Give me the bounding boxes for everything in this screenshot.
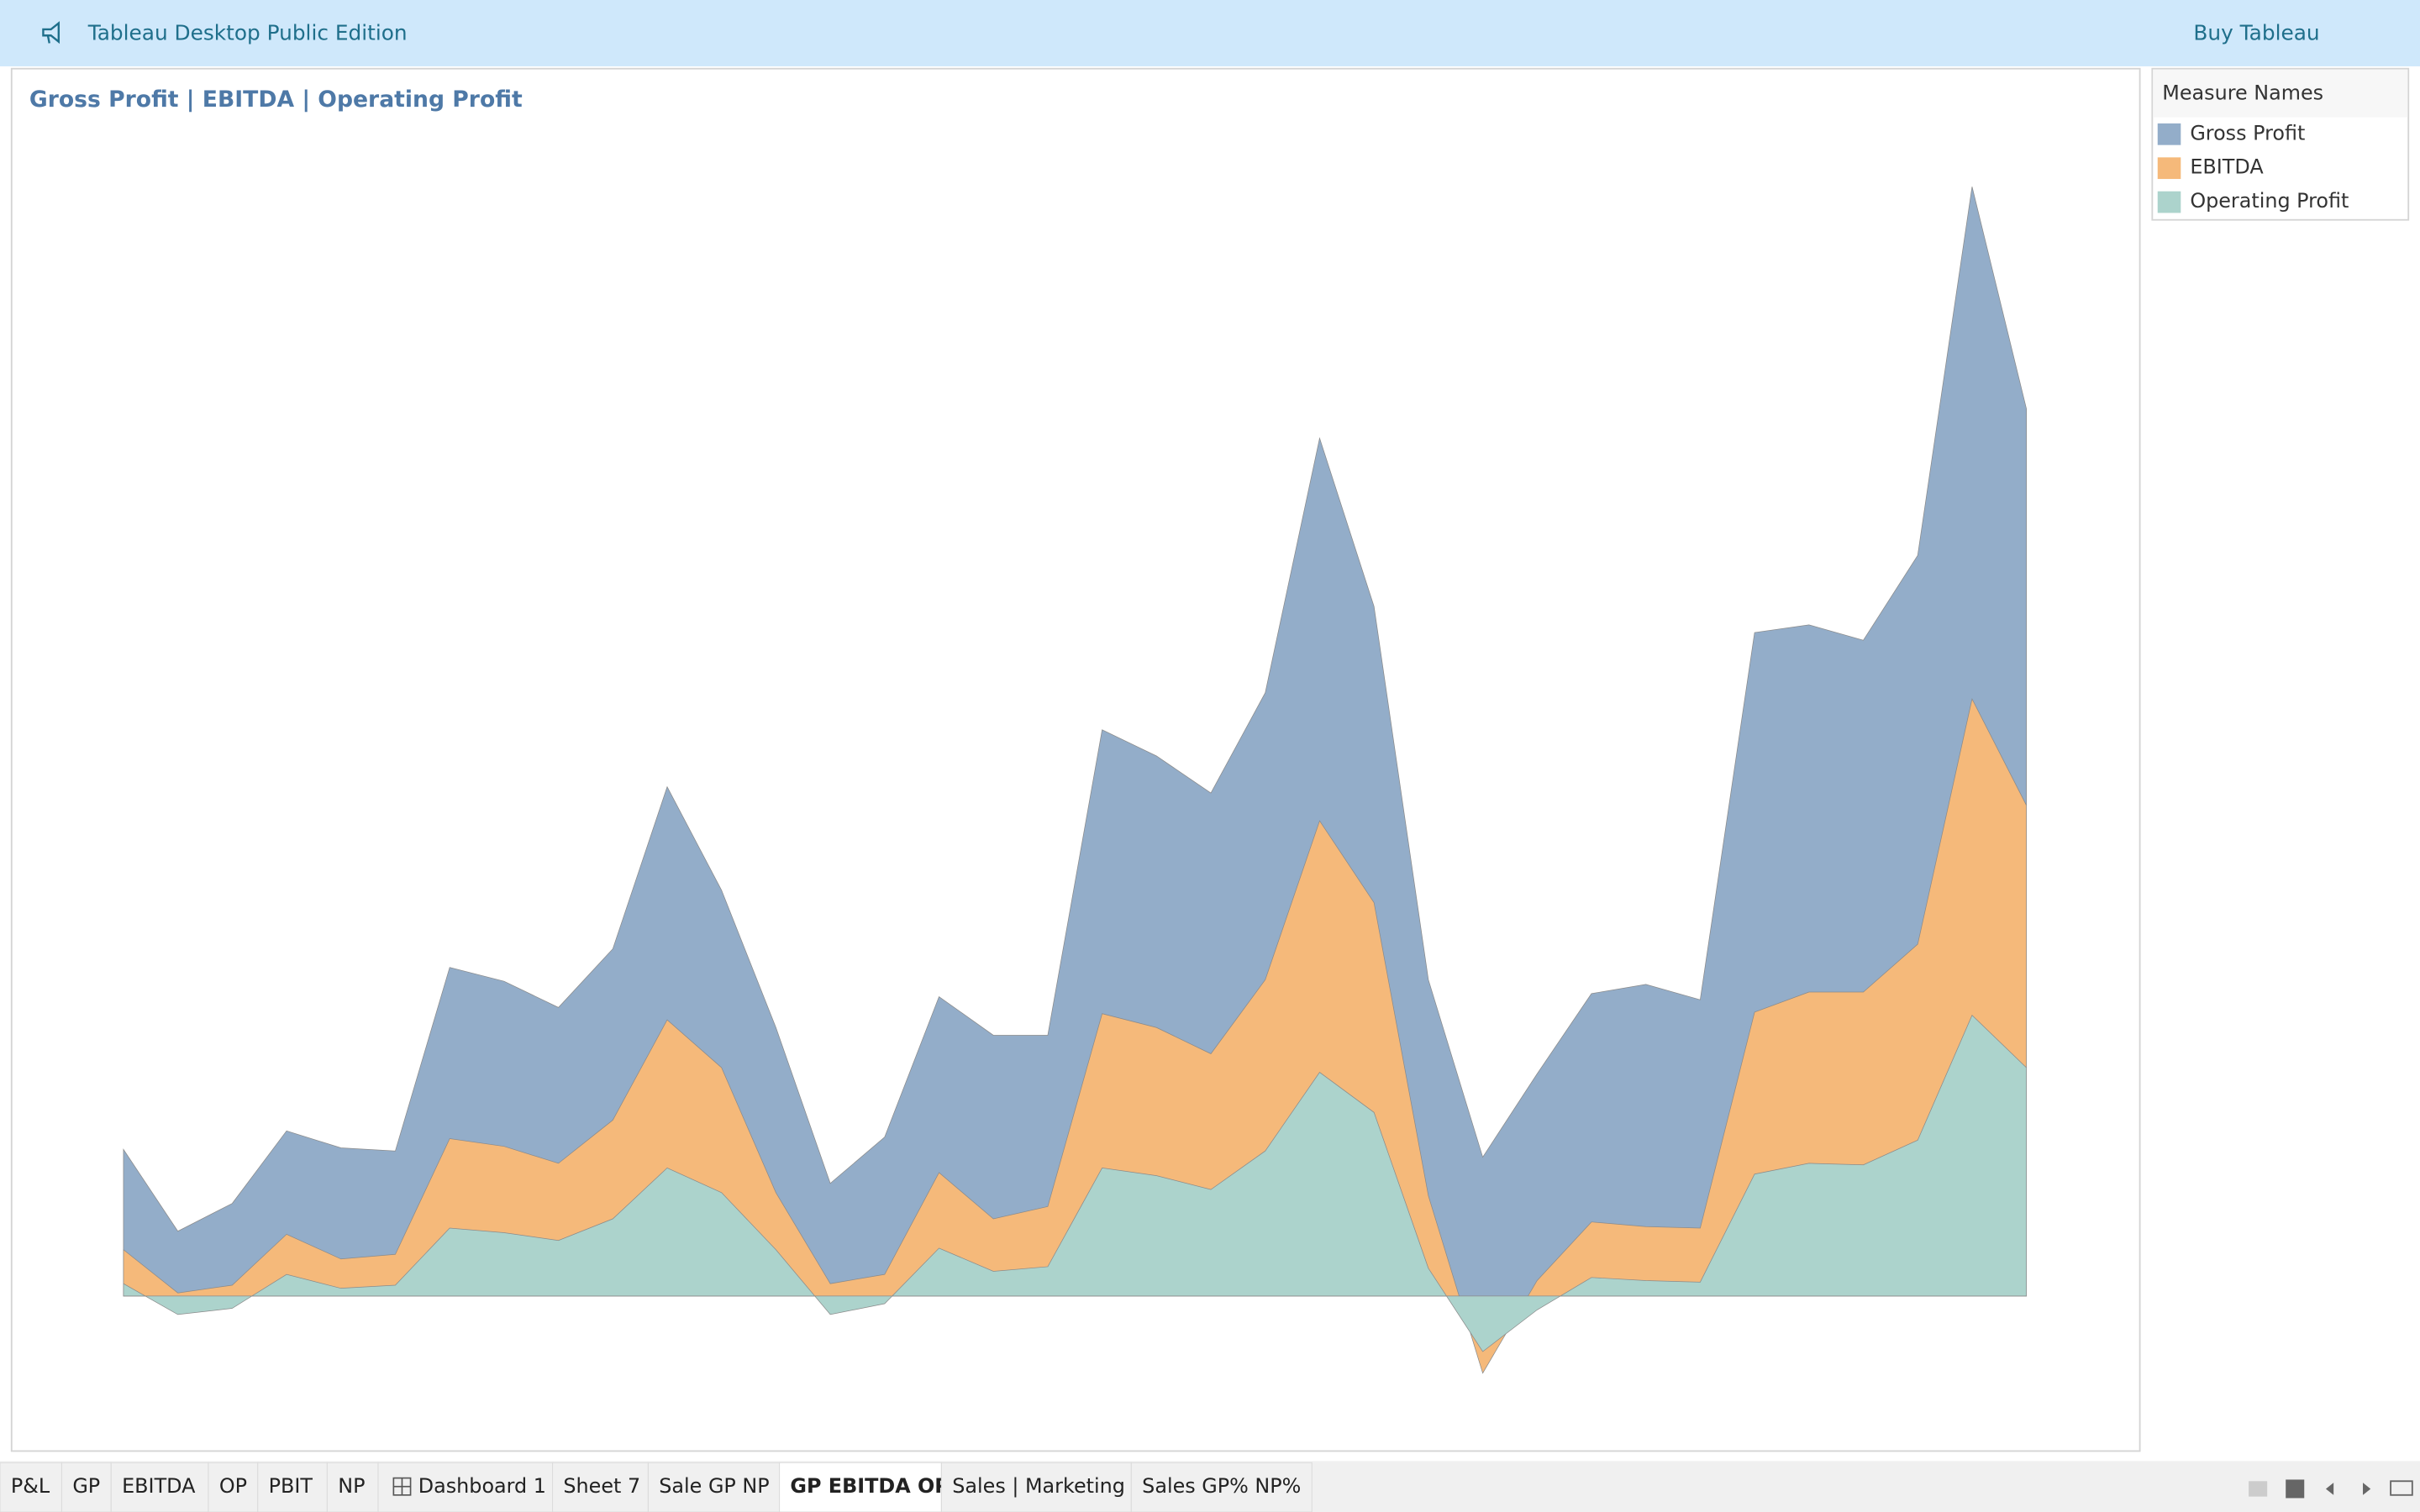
sheet-tab-label[interactable]: GP EBITDA OP — [790, 1474, 949, 1498]
buy-button[interactable]: Buy Tableau — [2193, 20, 2319, 45]
sheet-tab[interactable] — [60, 1462, 112, 1512]
legend-swatch — [2157, 191, 2181, 213]
sheet-tab[interactable] — [110, 1462, 209, 1512]
legend-label: Gross Profit — [2190, 121, 2305, 144]
sheet-tab[interactable] — [1130, 1462, 1313, 1512]
sheet-tab-label[interactable]: Dashboard 1 — [418, 1474, 546, 1498]
sheet-tab-label[interactable]: Sale GP NP — [659, 1474, 769, 1498]
sheet-tab[interactable] — [779, 1462, 942, 1512]
sheet-tab-label[interactable]: Sheet 7 — [563, 1474, 640, 1498]
legend-swatch — [2157, 123, 2181, 145]
legend-label: Operating Profit — [2190, 189, 2349, 213]
dashboard-icon — [392, 1477, 412, 1496]
sheet-tab-label[interactable]: GP — [72, 1474, 100, 1498]
sheet-tab-label[interactable]: NP — [338, 1474, 365, 1498]
status-icons — [2249, 1479, 2413, 1499]
area — [123, 1014, 2027, 1352]
sheet-tab[interactable] — [552, 1462, 649, 1512]
sheet-tab-label[interactable]: P&L — [11, 1474, 50, 1498]
sheet-tab-label[interactable]: OP — [219, 1474, 247, 1498]
app-title: Tableau Desktop Public Edition — [87, 20, 408, 45]
sheet-tab[interactable] — [326, 1462, 379, 1512]
sheet-tab[interactable] — [647, 1462, 781, 1512]
top-bar — [0, 0, 2420, 66]
legend-swatch — [2157, 157, 2181, 180]
chart-title: Gross Profit | EBITDA | Operating Profit — [29, 87, 523, 113]
sheet-tab-label[interactable]: Sales | Marketing — [952, 1474, 1125, 1498]
legend-header — [2153, 69, 2408, 118]
sheet-tab-label[interactable]: Sales GP% NP% — [1142, 1474, 1301, 1498]
sheet-tab-label[interactable]: EBITDA — [122, 1474, 196, 1498]
sheet-tab-label[interactable]: PBIT — [269, 1474, 313, 1498]
legend-label: EBITDA — [2190, 155, 2264, 179]
area — [123, 697, 2027, 1374]
area — [123, 186, 2027, 1297]
announce-icon — [42, 21, 60, 45]
sheet-tab[interactable] — [940, 1462, 1132, 1512]
legend-title: Measure Names — [2162, 81, 2323, 105]
